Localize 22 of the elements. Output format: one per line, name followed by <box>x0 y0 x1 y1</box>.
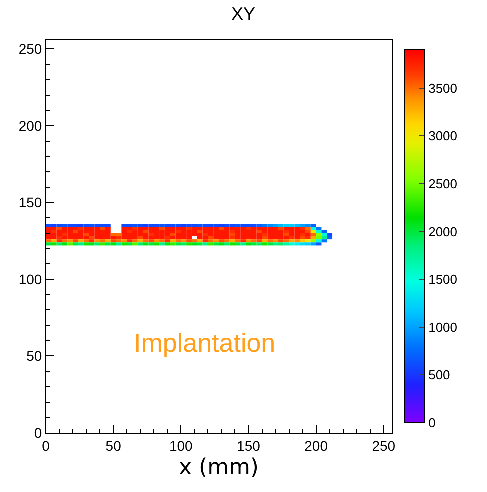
x-tick-label: 100 <box>169 438 194 454</box>
color-bar-label: 2000 <box>428 224 458 240</box>
y-tick-label: 250 <box>18 41 42 58</box>
annotation: Implantation <box>134 328 276 358</box>
color-bar-label: 1500 <box>428 272 458 288</box>
x-axis-title: x (mm) <box>178 456 260 481</box>
color-bar-label: 3000 <box>428 128 458 144</box>
x-tick-label: 150 <box>237 438 261 454</box>
y-tick-label: 50 <box>26 348 42 364</box>
color-bar-label: 3500 <box>428 80 458 96</box>
x-tick-label: 200 <box>304 438 328 454</box>
chart-title: XY <box>231 4 256 24</box>
color-bar-label: 1000 <box>428 320 458 335</box>
color-bar-label: 0 <box>428 416 436 431</box>
color-bar-label: 2500 <box>428 176 458 192</box>
x-tick-label: 50 <box>106 438 122 454</box>
y-tick-label: 200 <box>18 118 42 134</box>
x-tick-label: 250 <box>372 438 396 454</box>
color-bar-label: 500 <box>428 368 450 383</box>
y-tick-label: 100 <box>18 271 42 288</box>
y-tick-label: 150 <box>18 194 42 211</box>
y-tick-label: 0 <box>34 424 42 441</box>
